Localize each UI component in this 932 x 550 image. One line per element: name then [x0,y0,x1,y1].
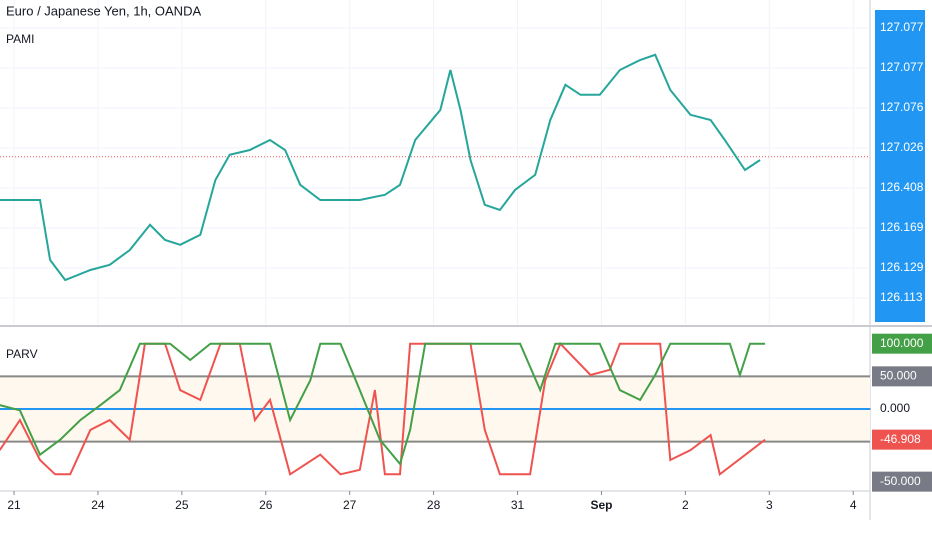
price-tick-label: 126.408 [880,180,924,194]
price-tick-label: 126.169 [880,220,924,234]
x-tick-label: 4 [850,498,857,512]
price-line [0,53,761,282]
x-tick-label: 2 [682,498,689,512]
tick-label-bg [872,366,932,387]
tick-label-bg [872,471,932,492]
x-tick-label: 26 [259,498,273,512]
price-tick-label: 127.026 [880,140,924,154]
x-tick-label: 27 [343,498,357,512]
price-tick-label: 127.076 [880,100,924,114]
price-line [0,341,766,477]
osc-tick-label: 100.000 [880,336,924,350]
tick-label-bg [872,399,932,419]
symbol-title: Euro / Japanese Yen, 1h, OANDA [6,3,201,18]
osc-tick-label: 50.000 [880,369,917,383]
price-line [0,342,766,466]
osc-tick-label: -50.000 [880,474,921,488]
x-tick-label: Sep [590,498,612,512]
x-tick-label: 24 [91,498,105,512]
last-value-label: -46.908 [880,432,921,446]
price-tick-label: 127.077 [880,60,924,74]
indicator-label: PAMI [6,32,34,46]
x-tick-label: 28 [427,498,441,512]
x-tick-label: 3 [766,498,773,512]
last-value-bg [872,429,932,450]
oscillator-title: PARV [6,347,38,361]
osc-tick-label: 0.000 [880,401,910,415]
x-tick-label: 21 [7,498,21,512]
tick-label-bg [872,333,932,354]
x-tick-label: 25 [175,498,189,512]
price-axis-bg [875,10,925,322]
x-tick-label: 31 [511,498,525,512]
price-tick-label: 127.077 [880,20,924,34]
price-tick-label: 126.129 [880,260,924,274]
price-tick-label: 126.113 [880,290,923,304]
